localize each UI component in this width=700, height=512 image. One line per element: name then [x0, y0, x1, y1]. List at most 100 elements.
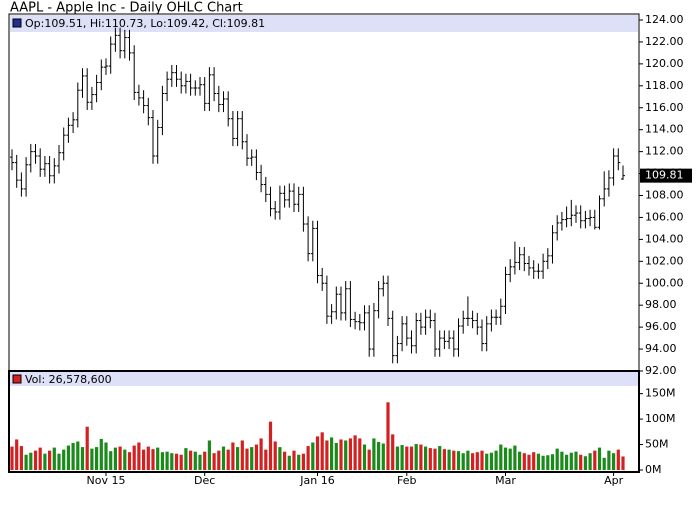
volume-bar [588, 453, 592, 470]
volume-bar [245, 448, 249, 470]
x-tick-label: Jan 16 [299, 474, 334, 487]
volume-bar [113, 447, 117, 470]
volume-header [10, 372, 638, 386]
volume-bar [278, 447, 282, 470]
volume-bar [405, 446, 409, 470]
y-tick-label: 104.00 [645, 232, 684, 245]
chart-title: AAPL - Apple Inc - Daily OHLC Chart [10, 1, 243, 16]
x-tick-label: Dec [194, 474, 215, 487]
volume-bar [48, 450, 52, 470]
volume-bar [226, 449, 230, 470]
volume-bar [362, 444, 367, 470]
volume-bar [254, 444, 258, 470]
volume-bar [461, 453, 465, 470]
y-tick-label: 94.00 [645, 342, 677, 355]
volume-bar [518, 451, 522, 470]
y-tick-label: 114.00 [645, 123, 684, 136]
y-tick-label: 108.00 [645, 189, 684, 202]
volume-bar [339, 439, 343, 470]
volume-bar [499, 444, 503, 470]
volume-bar [62, 449, 66, 470]
volume-bar [19, 446, 23, 470]
x-tick-label: Nov 15 [87, 474, 126, 487]
last-price-label: 109.81 [645, 169, 684, 182]
volume-bar [574, 451, 578, 470]
volume-bar [33, 450, 38, 470]
volume-bar [184, 448, 188, 470]
volume-bar [170, 453, 174, 470]
volume-bar [372, 438, 376, 470]
volume-bar [109, 451, 113, 470]
volume-bar [452, 450, 456, 470]
price-header [10, 15, 638, 32]
volume-bar [236, 447, 240, 470]
volume-bar [466, 450, 470, 470]
volume-bar [532, 452, 536, 470]
volume-bar [377, 442, 381, 470]
y-tick-label: 92.00 [645, 364, 677, 377]
volume-bar [15, 439, 19, 470]
price-panel [8, 13, 640, 372]
volume-bar [127, 452, 132, 470]
x-tick-label: Feb [397, 474, 416, 487]
volume-bar [43, 453, 47, 470]
y-tick-label: 112.00 [645, 145, 684, 158]
ohlc-legend: Op:109.51, Hi:110.73, Lo:109.42, Cl:109.… [25, 17, 265, 30]
volume-bar [334, 443, 338, 470]
volume-bar [569, 452, 573, 470]
volume-bar [536, 453, 540, 470]
volume-bar [273, 441, 277, 470]
volume-bar [579, 454, 583, 470]
volume-bar [142, 449, 146, 470]
volume-bar [565, 454, 569, 470]
volume-bar [165, 451, 169, 470]
volume-bar [494, 450, 498, 470]
volume-bar [264, 449, 268, 470]
volume-bar [381, 443, 385, 470]
volume-bar [66, 445, 70, 470]
x-tick-label: Mar [495, 474, 516, 487]
volume-bar [240, 440, 244, 470]
volume-bar [348, 438, 352, 470]
legend-swatch [12, 374, 22, 384]
volume-bar [287, 455, 291, 470]
volume-bar [621, 456, 625, 470]
volume-bar [391, 434, 395, 470]
volume-bar [189, 450, 193, 470]
volume-bar [433, 448, 437, 470]
y-tick-label: 120.00 [645, 57, 684, 70]
volume-bar [99, 438, 103, 470]
volume-bar [513, 445, 517, 470]
volume-bar [485, 453, 489, 470]
volume-bar [593, 450, 597, 470]
y-tick-label: 116.00 [645, 101, 684, 114]
volume-bar [419, 444, 423, 470]
y-tick-label: 96.00 [645, 320, 677, 333]
volume-bar [207, 440, 211, 470]
volume-bar [85, 426, 89, 470]
volume-bar [80, 447, 85, 470]
volume-bar [29, 452, 33, 470]
y-tick-label: 100M [645, 412, 676, 425]
volume-bar [447, 449, 451, 470]
volume-bar [123, 449, 127, 470]
volume-bar [475, 452, 479, 470]
volume-bar [217, 450, 221, 470]
volume-bar [612, 453, 616, 470]
y-tick-label: 150M [645, 387, 676, 400]
volume-bar [250, 447, 254, 470]
volume-bar [414, 444, 418, 470]
volume-bar [315, 436, 320, 470]
volume-bar [193, 451, 197, 470]
volume-bar [353, 435, 357, 470]
y-tick-label: 124.00 [645, 13, 684, 26]
volume-bar [132, 445, 136, 470]
volume-bar [104, 442, 108, 470]
volume-bar [198, 454, 202, 470]
volume-bar [386, 402, 390, 470]
volume-bar [480, 450, 484, 470]
volume-bar [118, 446, 122, 470]
x-tick-label: Apr [604, 474, 624, 487]
volume-bar [607, 450, 611, 470]
volume-bar [160, 452, 164, 470]
